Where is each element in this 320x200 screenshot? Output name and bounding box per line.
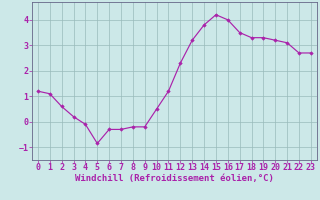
X-axis label: Windchill (Refroidissement éolien,°C): Windchill (Refroidissement éolien,°C) bbox=[75, 174, 274, 183]
